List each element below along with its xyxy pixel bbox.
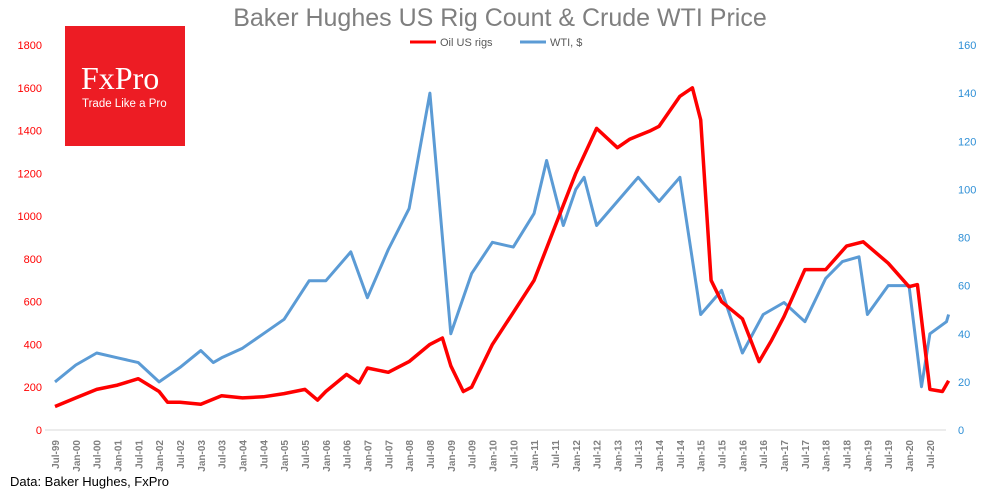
x-tick-label: Jul-06: [343, 440, 354, 469]
fxpro-logo: FxPro Trade Like a Pro: [65, 26, 185, 146]
x-tick-label: Jan-01: [113, 440, 124, 472]
x-tick-label: Jul-05: [301, 440, 312, 469]
y-left-tick-label: 0: [36, 425, 42, 437]
x-tick-label: Jul-16: [759, 440, 770, 469]
x-tick-label: Jul-19: [884, 440, 895, 469]
x-tick-label: Jan-08: [405, 440, 416, 472]
x-tick-label: Jul-08: [426, 440, 437, 469]
x-tick-label: Jan-06: [322, 440, 333, 472]
x-tick-label: Jan-17: [780, 440, 791, 472]
x-tick-label: Jan-19: [863, 440, 874, 472]
x-tick-label: Jan-03: [197, 440, 208, 472]
y-left-tick-label: 200: [24, 382, 42, 394]
x-tick-label: Jul-14: [676, 440, 687, 469]
y-right-tick-label: 160: [958, 40, 976, 52]
x-tick-label: Jul-02: [176, 440, 187, 469]
x-tick-label: Jul-18: [843, 440, 854, 469]
x-tick-label: Jan-05: [280, 440, 291, 472]
y-right-tick-label: 20: [958, 377, 970, 389]
x-tick-label: Jul-00: [93, 440, 104, 469]
y-right-tick-label: 140: [958, 88, 976, 100]
y-left-tick-label: 1400: [18, 126, 42, 138]
x-tick-label: Jul-10: [509, 440, 520, 469]
x-tick-label: Jul-11: [551, 440, 562, 469]
y-right-tick-label: 120: [958, 136, 976, 148]
x-tick-label: Jul-04: [259, 440, 270, 469]
x-tick-label: Jan-11: [530, 440, 541, 472]
logo-tagline: Trade Like a Pro: [82, 98, 167, 110]
y-right-tick-label: 40: [958, 329, 970, 341]
logo-brand: FxPro: [81, 60, 160, 96]
x-tick-label: Jul-01: [134, 440, 145, 469]
data-source: Data: Baker Hughes, FxPro: [10, 474, 169, 489]
x-tick-label: Jul-12: [593, 440, 604, 469]
x-tick-label: Jan-09: [447, 440, 458, 472]
y-right-tick-label: 60: [958, 281, 970, 293]
x-tick-label: Jul-03: [218, 440, 229, 469]
chart-title: Baker Hughes US Rig Count & Crude WTI Pr…: [233, 4, 767, 32]
legend-label: Oil US rigs: [440, 37, 493, 49]
x-tick-label: Jul-09: [468, 440, 479, 469]
x-tick-label: Jul-20: [926, 440, 937, 469]
x-tick-label: Jan-07: [363, 440, 374, 472]
y-left-tick-label: 600: [24, 297, 42, 309]
x-tick-label: Jan-14: [655, 440, 666, 472]
y-left-tick-label: 1200: [18, 168, 42, 180]
series-line-rigs: [54, 86, 951, 409]
y-left-tick-label: 400: [24, 339, 42, 351]
x-tick-label: Jan-18: [822, 440, 833, 472]
legend-label: WTI, $: [550, 37, 582, 49]
y-left-tick-label: 800: [24, 254, 42, 266]
y-left-tick-label: 1000: [18, 211, 42, 223]
x-tick-label: Jan-02: [155, 440, 166, 472]
x-tick-label: Jul-07: [384, 440, 395, 469]
y-right-tick-label: 0: [958, 425, 964, 437]
x-tick-label: Jul-15: [718, 440, 729, 469]
x-tick-label: Jan-10: [488, 440, 499, 472]
y-left-tick-label: 1600: [18, 83, 42, 95]
x-tick-label: Jan-04: [238, 440, 249, 472]
x-tick-label: Jan-16: [738, 440, 749, 472]
x-tick-label: Jan-13: [613, 440, 624, 472]
x-tick-label: Jan-12: [572, 440, 583, 472]
x-tick-label: Jul-13: [634, 440, 645, 469]
x-tick-label: Jan-15: [697, 440, 708, 472]
x-tick-label: Jan-20: [905, 440, 916, 472]
series-line-wti: [54, 91, 951, 389]
x-tick-label: Jul-17: [801, 440, 812, 469]
y-left-tick-label: 1800: [18, 40, 42, 52]
y-right-tick-label: 80: [958, 233, 970, 245]
x-tick-label: Jul-99: [51, 440, 62, 469]
y-right-tick-label: 100: [958, 184, 976, 196]
x-tick-label: Jan-00: [72, 440, 83, 472]
